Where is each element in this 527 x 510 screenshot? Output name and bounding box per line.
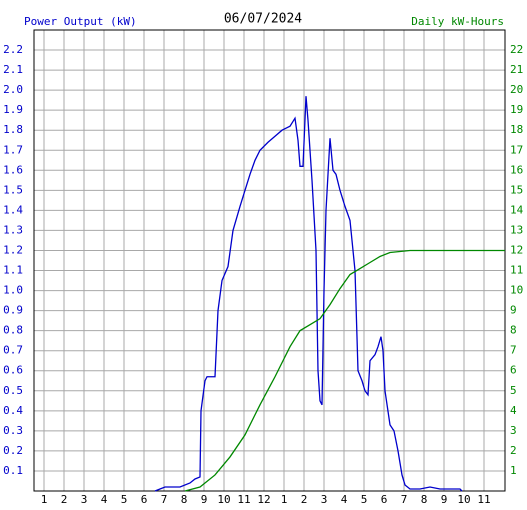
y2-tick-label: 9 — [510, 304, 517, 317]
x-tick-label: 4 — [101, 493, 108, 506]
x-tick-label: 6 — [141, 493, 148, 506]
x-tick-label: 2 — [301, 493, 308, 506]
x-tick-label: 9 — [201, 493, 208, 506]
y2-tick-label: 19 — [510, 103, 523, 116]
y2-tick-label: 2 — [510, 444, 517, 457]
x-tick-label: 6 — [381, 493, 388, 506]
y2-tick-label: 14 — [510, 203, 524, 216]
y-tick-label: 1.6 — [3, 163, 23, 176]
x-tick-label: 2 — [61, 493, 68, 506]
y2-tick-label: 4 — [510, 404, 517, 417]
y2-tick-label: 1 — [510, 464, 517, 477]
series-line — [154, 96, 463, 492]
y2-tick-label: 8 — [510, 324, 517, 337]
y2-tick-label: 21 — [510, 63, 523, 76]
y-tick-label: 1.7 — [3, 143, 23, 156]
x-tick-label: 5 — [361, 493, 368, 506]
y2-tick-label: 12 — [510, 243, 523, 256]
x-tick-label: 11 — [237, 493, 250, 506]
y-tick-label: 1.3 — [3, 223, 23, 236]
x-tick-label: 12 — [257, 493, 270, 506]
y-tick-label: 0.9 — [3, 304, 23, 317]
x-tick-label: 11 — [477, 493, 490, 506]
x-tick-label: 5 — [121, 493, 128, 506]
y-tick-label: 1.0 — [3, 284, 23, 297]
y-tick-label: 0.7 — [3, 344, 23, 357]
x-tick-label: 9 — [441, 493, 448, 506]
y2-tick-label: 13 — [510, 223, 523, 236]
x-tick-label: 3 — [81, 493, 88, 506]
y-tick-label: 1.2 — [3, 243, 23, 256]
x-tick-label: 8 — [181, 493, 188, 506]
x-tick-label: 3 — [321, 493, 328, 506]
y-tick-label: 2.2 — [3, 43, 23, 56]
series-line — [184, 249, 505, 492]
y-tick-label: 0.6 — [3, 364, 23, 377]
x-tick-label: 4 — [341, 493, 348, 506]
y2-tick-label: 16 — [510, 163, 523, 176]
y-tick-label: 0.1 — [3, 464, 23, 477]
y2-tick-label: 10 — [510, 284, 523, 297]
y2-tick-label: 6 — [510, 364, 517, 377]
y-tick-label: 0.2 — [3, 444, 23, 457]
chart-title: 06/07/2024 — [224, 12, 302, 27]
y-tick-label: 0.5 — [3, 384, 23, 397]
y-tick-label: 0.3 — [3, 424, 23, 437]
x-tick-label: 8 — [421, 493, 428, 506]
y-tick-label: 1.1 — [3, 264, 23, 277]
y2-tick-label: 5 — [510, 384, 517, 397]
y-tick-label: 1.4 — [3, 203, 23, 216]
x-tick-label: 1 — [281, 493, 288, 506]
y-tick-label: 1.9 — [3, 103, 23, 116]
x-tick-label: 10 — [457, 493, 470, 506]
y2-axis-label: Daily kW-Hours — [411, 15, 504, 28]
y2-tick-label: 18 — [510, 123, 523, 136]
y2-tick-label: 3 — [510, 424, 517, 437]
y2-tick-label: 22 — [510, 43, 523, 56]
x-tick-label: 1 — [41, 493, 48, 506]
y-tick-label: 2.0 — [3, 83, 23, 96]
y2-tick-label: 20 — [510, 83, 523, 96]
y2-tick-label: 15 — [510, 183, 523, 196]
y2-tick-label: 7 — [510, 344, 517, 357]
y-tick-label: 1.5 — [3, 183, 23, 196]
x-tick-label: 7 — [161, 493, 168, 506]
y-tick-label: 0.8 — [3, 324, 23, 337]
y-tick-label: 1.8 — [3, 123, 23, 136]
y-tick-label: 0.4 — [3, 404, 23, 417]
x-tick-label: 10 — [217, 493, 230, 506]
y-axis-label: Power Output (kW) — [24, 15, 137, 28]
y2-tick-label: 11 — [510, 264, 523, 277]
x-tick-label: 7 — [401, 493, 408, 506]
y2-tick-label: 17 — [510, 143, 523, 156]
y-tick-label: 2.1 — [3, 63, 23, 76]
plot-border — [33, 29, 506, 492]
